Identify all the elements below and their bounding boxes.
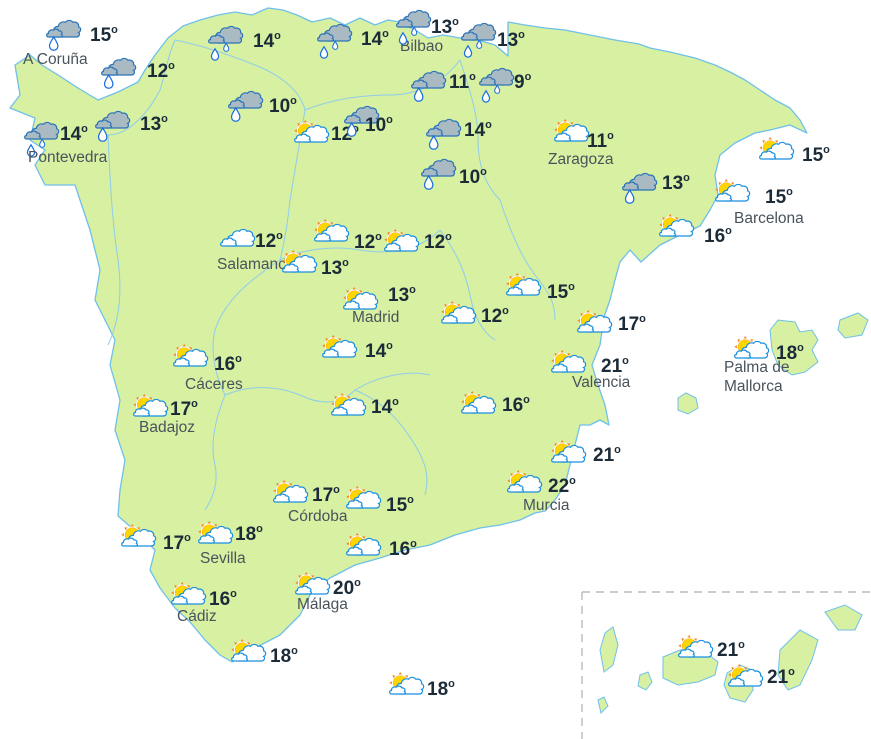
svg-text:Cádiz: Cádiz (177, 608, 217, 625)
svg-text:17o: 17o (618, 313, 646, 335)
svg-text:Sevilla: Sevilla (200, 550, 246, 567)
svg-text:Málaga: Málaga (297, 596, 348, 613)
svg-text:16o: 16o (704, 225, 732, 247)
svg-text:15o: 15o (90, 24, 118, 46)
svg-text:22o: 22o (548, 475, 576, 497)
svg-text:Murcia: Murcia (523, 497, 570, 514)
svg-text:Badajoz: Badajoz (139, 419, 195, 436)
svg-text:A Coruña: A Coruña (23, 51, 88, 68)
svg-text:Córdoba: Córdoba (288, 508, 348, 525)
svg-text:16o: 16o (389, 538, 417, 560)
svg-text:18o: 18o (270, 645, 298, 667)
svg-text:Madrid: Madrid (352, 309, 399, 326)
svg-text:Pontevedra: Pontevedra (28, 149, 108, 166)
svg-text:Valencia: Valencia (572, 374, 631, 391)
svg-text:21o: 21o (593, 444, 621, 466)
svg-text:13o: 13o (431, 16, 459, 38)
svg-text:18o: 18o (427, 678, 455, 700)
svg-text:Zaragoza: Zaragoza (548, 151, 614, 168)
svg-text:21o: 21o (717, 639, 745, 661)
svg-text:Cáceres: Cáceres (185, 376, 243, 393)
svg-text:15o: 15o (765, 186, 793, 208)
svg-text:15o: 15o (802, 144, 830, 166)
svg-text:Barcelona: Barcelona (734, 210, 804, 227)
